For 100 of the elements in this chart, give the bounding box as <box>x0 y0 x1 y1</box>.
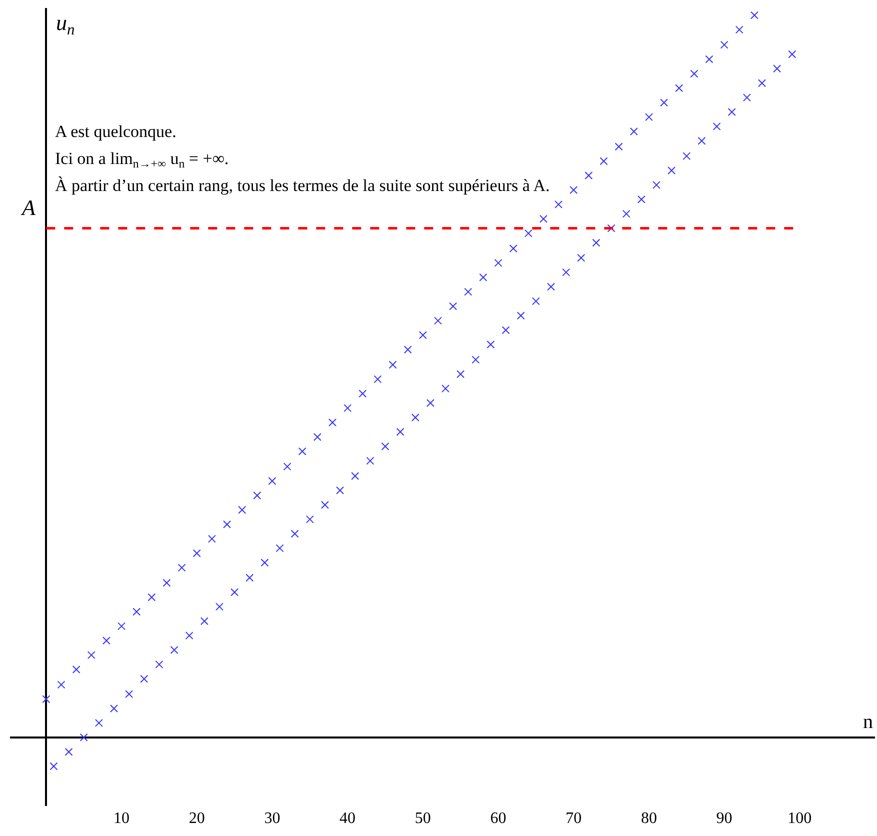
point <box>72 666 80 674</box>
text: u$_{n}$ <box>56 10 75 39</box>
point <box>788 50 796 58</box>
point <box>411 413 420 422</box>
point <box>223 520 231 528</box>
point <box>102 636 110 645</box>
x-tick-label: 90 <box>716 810 732 827</box>
point <box>472 356 480 364</box>
point <box>720 40 728 49</box>
point <box>728 108 736 116</box>
point <box>185 632 194 640</box>
point <box>110 704 118 713</box>
point <box>524 229 532 238</box>
point <box>584 172 593 180</box>
point <box>170 646 178 654</box>
x-tick-label: 50 <box>414 810 431 827</box>
x-tick-label: 40 <box>340 810 356 827</box>
point <box>298 447 306 456</box>
point <box>675 84 684 92</box>
point <box>494 258 502 267</box>
point <box>366 456 374 465</box>
point <box>622 210 630 218</box>
point <box>509 244 518 252</box>
point <box>118 622 126 630</box>
point <box>246 574 254 582</box>
point <box>705 55 714 64</box>
point <box>336 486 344 494</box>
point <box>215 602 224 611</box>
point <box>698 136 706 145</box>
point <box>396 428 404 436</box>
point <box>758 79 766 88</box>
point <box>404 346 412 354</box>
point <box>570 186 578 194</box>
point <box>449 302 458 310</box>
x-tick-label: 30 <box>264 810 280 827</box>
point <box>742 94 751 102</box>
point <box>253 491 262 500</box>
point <box>660 98 668 107</box>
point <box>374 375 382 384</box>
point <box>290 530 299 538</box>
point <box>644 113 653 122</box>
point <box>192 549 201 558</box>
x-tick-label: 60 <box>490 810 506 827</box>
point <box>260 558 269 567</box>
point <box>200 617 208 626</box>
point <box>320 500 329 509</box>
point <box>652 180 660 189</box>
x-tick-label: 20 <box>188 810 205 827</box>
point <box>442 384 450 393</box>
point <box>268 477 276 486</box>
point <box>547 282 555 291</box>
point <box>306 515 314 524</box>
x-tick-label: 10 <box>114 810 130 827</box>
point <box>125 690 134 698</box>
point <box>94 718 103 727</box>
point <box>690 70 698 78</box>
point <box>464 288 472 296</box>
x-tick-label: 100 <box>788 810 812 827</box>
point <box>155 660 164 668</box>
point <box>238 506 246 514</box>
point <box>486 340 495 349</box>
point <box>607 224 616 232</box>
point <box>418 331 427 340</box>
point <box>592 238 600 247</box>
point <box>381 442 390 450</box>
point <box>162 578 171 587</box>
point <box>283 462 292 471</box>
point <box>456 370 465 378</box>
point <box>750 11 758 20</box>
point <box>773 64 782 73</box>
point <box>50 762 58 770</box>
point <box>388 360 397 369</box>
x-tick-label: 80 <box>640 810 657 827</box>
point <box>328 418 336 427</box>
point <box>208 534 216 543</box>
point <box>140 674 148 683</box>
point <box>532 297 540 306</box>
point <box>539 214 548 223</box>
point <box>57 680 66 689</box>
point <box>358 390 367 398</box>
point <box>554 200 563 208</box>
point <box>148 593 156 602</box>
point <box>577 254 586 262</box>
point <box>434 316 442 325</box>
point <box>516 312 525 320</box>
point <box>479 273 488 282</box>
point <box>351 472 360 480</box>
point <box>502 326 510 334</box>
point <box>712 122 721 130</box>
point <box>682 152 691 160</box>
point <box>132 608 141 616</box>
point <box>637 195 646 204</box>
ref-line-label: A <box>20 195 36 220</box>
point <box>276 544 284 552</box>
point <box>600 157 608 166</box>
point <box>313 432 322 441</box>
point <box>42 695 50 704</box>
annotation: A est quelconque. <box>55 122 176 141</box>
y-axis-title: u$_{n}$ <box>170 149 185 171</box>
point <box>668 166 676 174</box>
